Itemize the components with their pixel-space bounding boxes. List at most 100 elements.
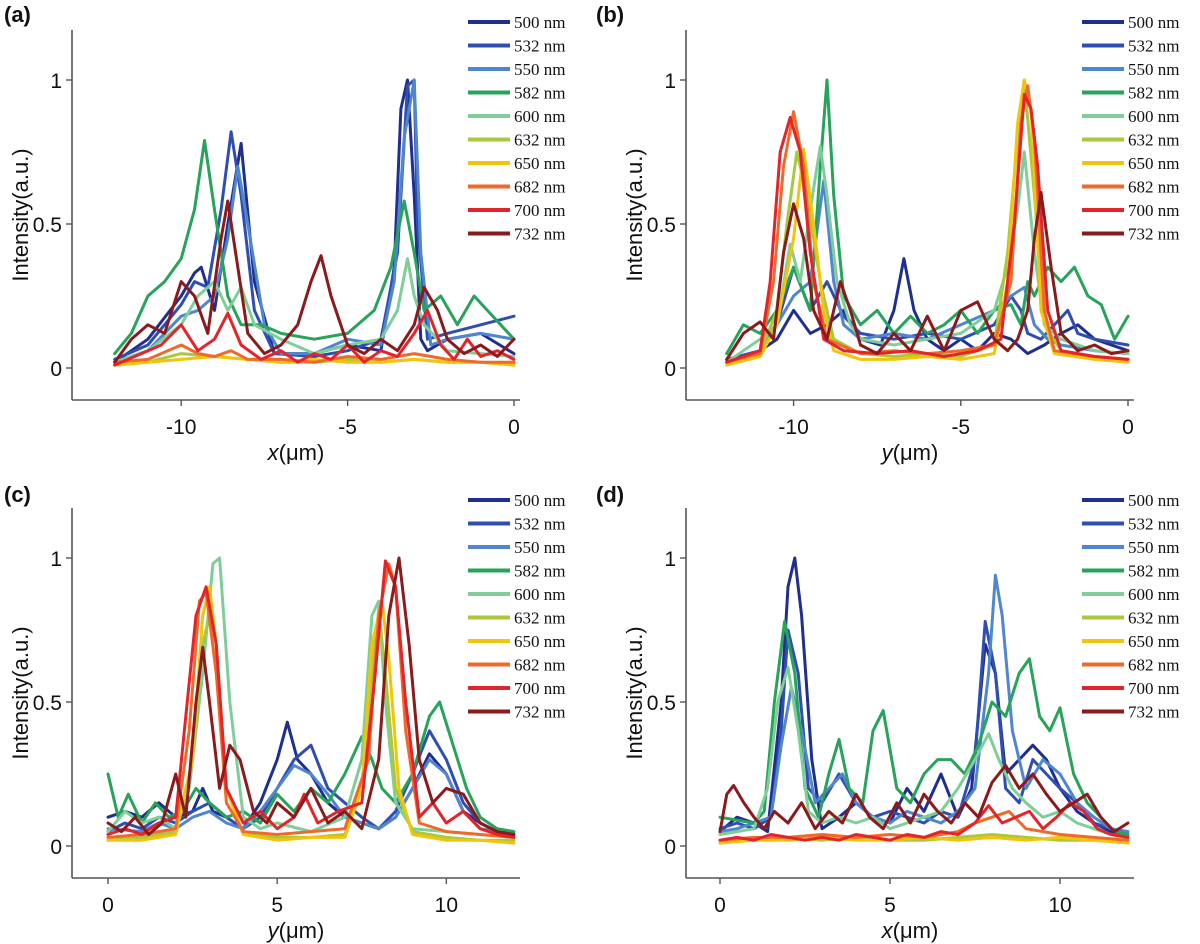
series-line-600nm <box>106 556 516 839</box>
legend-label: 500 nm <box>514 491 565 510</box>
series-line-582nm <box>718 619 1130 836</box>
y-tick-label: 1 <box>664 548 676 571</box>
legend-label: 700 nm <box>514 201 565 220</box>
y-tick-label: 0.5 <box>647 214 676 237</box>
y-tick-label: 1 <box>50 70 62 93</box>
panel-c: (c)00.510 5 10y(μm)Intensity(a.u.)500 nm53… <box>4 482 565 943</box>
y-tick-label: 0.5 <box>647 692 676 715</box>
x-tick-label: -5 <box>338 416 357 439</box>
series-line-700nm <box>106 559 516 839</box>
y-tick-label: 0 <box>50 836 62 859</box>
legend-label: 582 nm <box>514 84 565 103</box>
y-tick-label: 1 <box>50 548 62 571</box>
series-line-532nm <box>718 619 1130 836</box>
legend-label: 682 nm <box>1128 656 1179 675</box>
x-tick-label: 0 <box>714 894 726 917</box>
series-line-582nm <box>113 139 516 356</box>
series-line-600nm <box>725 144 1130 364</box>
legend-label: 632 nm <box>1128 609 1179 628</box>
legend-label: 682 nm <box>514 178 565 197</box>
x-tick-label: 10 <box>1048 894 1071 917</box>
series-line-682nm <box>113 343 516 364</box>
y-axis-title: Intensity(a.u.) <box>622 148 647 281</box>
x-axis-title: x(μm) <box>881 918 939 943</box>
panel-a: (a) 0 0.5 1 -10 -5 0 x(μm) Intensity(a.u.) 500 nm… <box>4 2 565 465</box>
x-tick-label: -10 <box>778 416 808 439</box>
legend-label: 632 nm <box>1128 131 1179 150</box>
y-tick-label: 0.5 <box>33 692 62 715</box>
legend-label: 650 nm <box>514 632 565 651</box>
legend-label: 632 nm <box>514 609 565 628</box>
y-tick-label: 0.5 <box>33 214 62 237</box>
legend-label: 600 nm <box>514 107 565 126</box>
panel-label: (d) <box>596 482 624 507</box>
y-axis-title: Intensity(a.u.) <box>622 626 647 759</box>
y-tick-label: 0 <box>664 836 676 859</box>
legend-label: 682 nm <box>514 656 565 675</box>
panel-d: (d)00.510 5 10x(μm)Intensity(a.u.)500 nm53… <box>596 482 1179 943</box>
series-line-732nm <box>718 763 1130 834</box>
x-tick-label: 0 <box>508 416 520 439</box>
legend-label: 582 nm <box>1128 84 1179 103</box>
series-line-600nm <box>718 665 1130 839</box>
legend-label: 500 nm <box>1128 13 1179 32</box>
legend-label: 532 nm <box>1128 37 1179 56</box>
panel-b: (b) 0 0.5 1 -10 -5 0 y(μm) Intensity(a.u.) 500 nm… <box>596 2 1179 465</box>
legend-label: 650 nm <box>1128 154 1179 173</box>
y-tick-label: 0 <box>664 358 676 381</box>
legend-label: 682 nm <box>1128 178 1179 197</box>
legend-label: 532 nm <box>514 37 565 56</box>
legend-label: 632 nm <box>514 131 565 150</box>
legend-label: 700 nm <box>1128 201 1179 220</box>
series-line-732nm <box>113 199 516 364</box>
panel-label: (c) <box>4 482 31 507</box>
series-line-650nm <box>113 355 516 367</box>
x-axis-title: y(μm) <box>880 440 939 465</box>
series-line-550nm <box>106 758 516 836</box>
legend-label: 532 nm <box>514 515 565 534</box>
legend-label: 700 nm <box>1128 679 1179 698</box>
legend-label: 732 nm <box>514 703 565 722</box>
panel-label: (a) <box>4 2 31 27</box>
legend-label: 732 nm <box>1128 703 1179 722</box>
panel-label: (b) <box>596 2 624 27</box>
y-axis-title: Intensity(a.u.) <box>8 626 33 759</box>
x-axis-title: x(μm) <box>267 440 325 465</box>
y-tick-label: 1 <box>664 70 676 93</box>
x-tick-label: 5 <box>884 894 896 917</box>
x-axis-title: y(μm) <box>266 918 325 943</box>
legend: 500 nm 532 nm 550 nm 582 nm 600 nm 632 nm 650 … <box>1082 13 1179 244</box>
legend: 500 nm 532 nm 550 nm 582 nm 600 nm 632 nm 650 … <box>468 13 565 244</box>
series-line-732nm <box>106 556 516 836</box>
legend-label: 550 nm <box>514 60 565 79</box>
legend-label: 550 nm <box>1128 60 1179 79</box>
legend: 500 nm 532 nm 550 nm 582 nm 600 nm 632 nm 650 … <box>1082 491 1179 722</box>
series-line-532nm <box>113 78 516 361</box>
legend-label: 532 nm <box>1128 515 1179 534</box>
legend-label: 582 nm <box>1128 562 1179 581</box>
legend-label: 500 nm <box>514 13 565 32</box>
x-tick-label: -5 <box>951 416 970 439</box>
series-line-650nm <box>725 78 1130 367</box>
legend-label: 600 nm <box>1128 585 1179 604</box>
series-line-700nm <box>725 92 1130 364</box>
legend-label: 582 nm <box>514 562 565 581</box>
series-line-700nm <box>113 308 516 367</box>
legend: 500 nm 532 nm 550 nm 582 nm 600 nm 632 nm 650 … <box>468 491 565 722</box>
y-tick-label: 0 <box>50 358 62 381</box>
legend-label: 600 nm <box>514 585 565 604</box>
x-tick-label: 0 <box>1122 416 1134 439</box>
legend-label: 650 nm <box>1128 632 1179 651</box>
legend-label: 700 nm <box>514 679 565 698</box>
series-line-582nm <box>725 78 1130 356</box>
legend-label: 550 nm <box>1128 538 1179 557</box>
y-axis-title: Intensity(a.u.) <box>8 148 33 281</box>
legend-label: 500 nm <box>1128 491 1179 510</box>
x-tick-label: 10 <box>435 894 458 917</box>
series-line-650nm <box>106 585 516 845</box>
legend-label: 550 nm <box>514 538 565 557</box>
series-line-682nm <box>106 562 516 839</box>
legend-label: 732 nm <box>1128 225 1179 244</box>
legend-label: 650 nm <box>514 154 565 173</box>
